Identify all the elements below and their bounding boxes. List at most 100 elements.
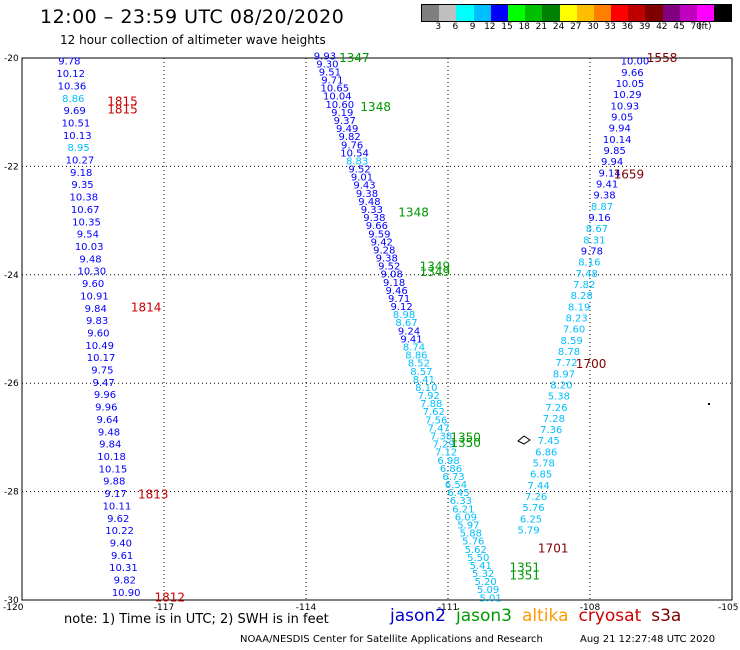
pass-time-label: 1350	[450, 436, 481, 450]
colorbar-swatch	[422, 5, 440, 21]
swh-value: 5.79	[517, 526, 539, 537]
pass-time-label: 1348	[360, 100, 391, 114]
longitude-label: -117	[154, 603, 174, 613]
swh-value: 9.78	[58, 57, 80, 68]
pass-time-label: 1659	[614, 168, 645, 182]
swh-value: 10.29	[613, 90, 642, 101]
colorbar-swatch	[439, 5, 457, 21]
satellite-legend: jason2 jason3 altika cryosat s3a	[390, 606, 691, 626]
swh-value: 5.50	[467, 553, 489, 564]
swh-value: 10.27	[66, 156, 95, 167]
swh-value: 8.16	[578, 258, 600, 269]
swh-value: 10.38	[70, 193, 99, 204]
longitude-label: -105	[718, 603, 738, 613]
swh-value: 9.33	[361, 205, 383, 216]
swh-value: 9.54	[77, 230, 99, 241]
swh-value: 8.74	[403, 343, 425, 354]
pass-time-label: 1558	[647, 51, 678, 65]
swh-value: 9.82	[339, 132, 361, 143]
colorbar-swatch	[697, 5, 715, 21]
swh-value: 7.72	[555, 358, 577, 369]
swh-value: 8.10	[415, 383, 437, 394]
swh-value: 7.62	[423, 407, 445, 418]
swh-value: 7.56	[425, 415, 447, 426]
colorbar-label: 36	[621, 22, 634, 32]
legend-s3a: s3a	[651, 606, 682, 626]
swh-value: 6.86	[440, 464, 462, 475]
swh-value: 9.47	[93, 378, 115, 389]
swh-value: 9.48	[98, 427, 120, 438]
swh-value: 5.76	[462, 537, 484, 548]
colorbar-label: 15	[501, 22, 513, 32]
map-title: 12:00 – 23:59 UTC 08/20/2020	[40, 6, 345, 28]
swh-value: 7.38	[430, 431, 452, 442]
swh-value: 5.88	[460, 529, 482, 540]
swh-value: 10.31	[109, 563, 138, 574]
swh-value: 9.42	[371, 237, 393, 248]
swh-value: 7.26	[545, 403, 567, 414]
swh-value: 9.61	[111, 551, 133, 562]
swh-value: 7.92	[418, 391, 440, 402]
swh-value: 7.48	[576, 269, 598, 280]
swh-value: 10.93	[611, 101, 640, 112]
swh-value: 5.20	[475, 577, 497, 588]
colorbar-swatch	[473, 5, 491, 21]
swh-value: 9.41	[400, 334, 422, 345]
swh-value: 6.21	[452, 504, 474, 515]
swh-value: 9.14	[598, 168, 620, 179]
pass-time-label: 1351	[510, 560, 541, 574]
colorbar-label: 3	[435, 22, 442, 32]
swh-value: 8.98	[393, 310, 415, 321]
colorbar-swatch	[714, 5, 732, 21]
swh-value: 8.23	[566, 313, 588, 324]
swh-value: 10.13	[63, 131, 92, 142]
swh-value: 9.60	[87, 328, 109, 339]
colorbar-labels: 3 6 9 12 15 18 21 24 27 30 33 36 39 42 45 70	[421, 22, 731, 34]
swh-value: 9.71	[321, 76, 343, 87]
swh-value: 8.28	[571, 291, 593, 302]
colorbar-label: 18	[518, 22, 530, 32]
swh-value: 10.12	[56, 69, 85, 80]
swh-value: 9.94	[601, 157, 623, 168]
swh-value: 9.49	[336, 124, 358, 135]
pass-time-label: 1350	[450, 430, 481, 444]
legend-jason2: jason2	[390, 606, 446, 626]
colorbar-swatch	[559, 5, 577, 21]
map-frame	[21, 57, 733, 601]
pass-time-label: 1815	[107, 102, 138, 116]
swh-value: 5.62	[465, 545, 487, 556]
swh-value: 10.65	[321, 84, 350, 95]
colorbar-swatch	[662, 5, 680, 21]
colorbar-swatch	[507, 5, 526, 21]
legend-altika: altika	[522, 606, 569, 626]
swh-value: 10.90	[112, 588, 141, 599]
swh-value: 8.95	[67, 143, 89, 154]
swh-value: 10.35	[72, 217, 101, 228]
swh-value: 9.18	[383, 278, 405, 289]
pass-time-label: 1701	[538, 542, 569, 556]
swh-value: 10.05	[616, 79, 645, 90]
swh-value: 8.67	[586, 224, 608, 235]
swh-value: 9.48	[79, 254, 101, 265]
credit-text: NOAA/NESDIS Center for Satellite Applica…	[240, 634, 543, 645]
pass-time-label: 1813	[138, 487, 169, 501]
colorbar-label: 45	[673, 22, 685, 32]
swh-value: 9.30	[316, 59, 338, 70]
swh-value: 9.52	[348, 165, 370, 176]
swh-value: 6.33	[450, 496, 472, 507]
pass-time-label: 1700	[576, 357, 607, 371]
swh-value: 9.08	[381, 270, 403, 281]
colorbar-label: 30	[587, 22, 599, 32]
longitude-label: -120	[3, 603, 24, 613]
swh-value: 9.19	[331, 108, 353, 119]
colorbar-label: 70	[690, 22, 702, 32]
swh-value: 9.96	[94, 390, 116, 401]
swh-value: 7.88	[420, 399, 442, 410]
swh-value: 9.01	[351, 173, 373, 184]
swh-value: 8.41	[413, 375, 435, 386]
latitude-label: -20	[4, 54, 19, 64]
colorbar-swatch	[525, 5, 543, 21]
swh-value: 8.52	[408, 359, 430, 370]
swh-value: 10.67	[71, 205, 100, 216]
